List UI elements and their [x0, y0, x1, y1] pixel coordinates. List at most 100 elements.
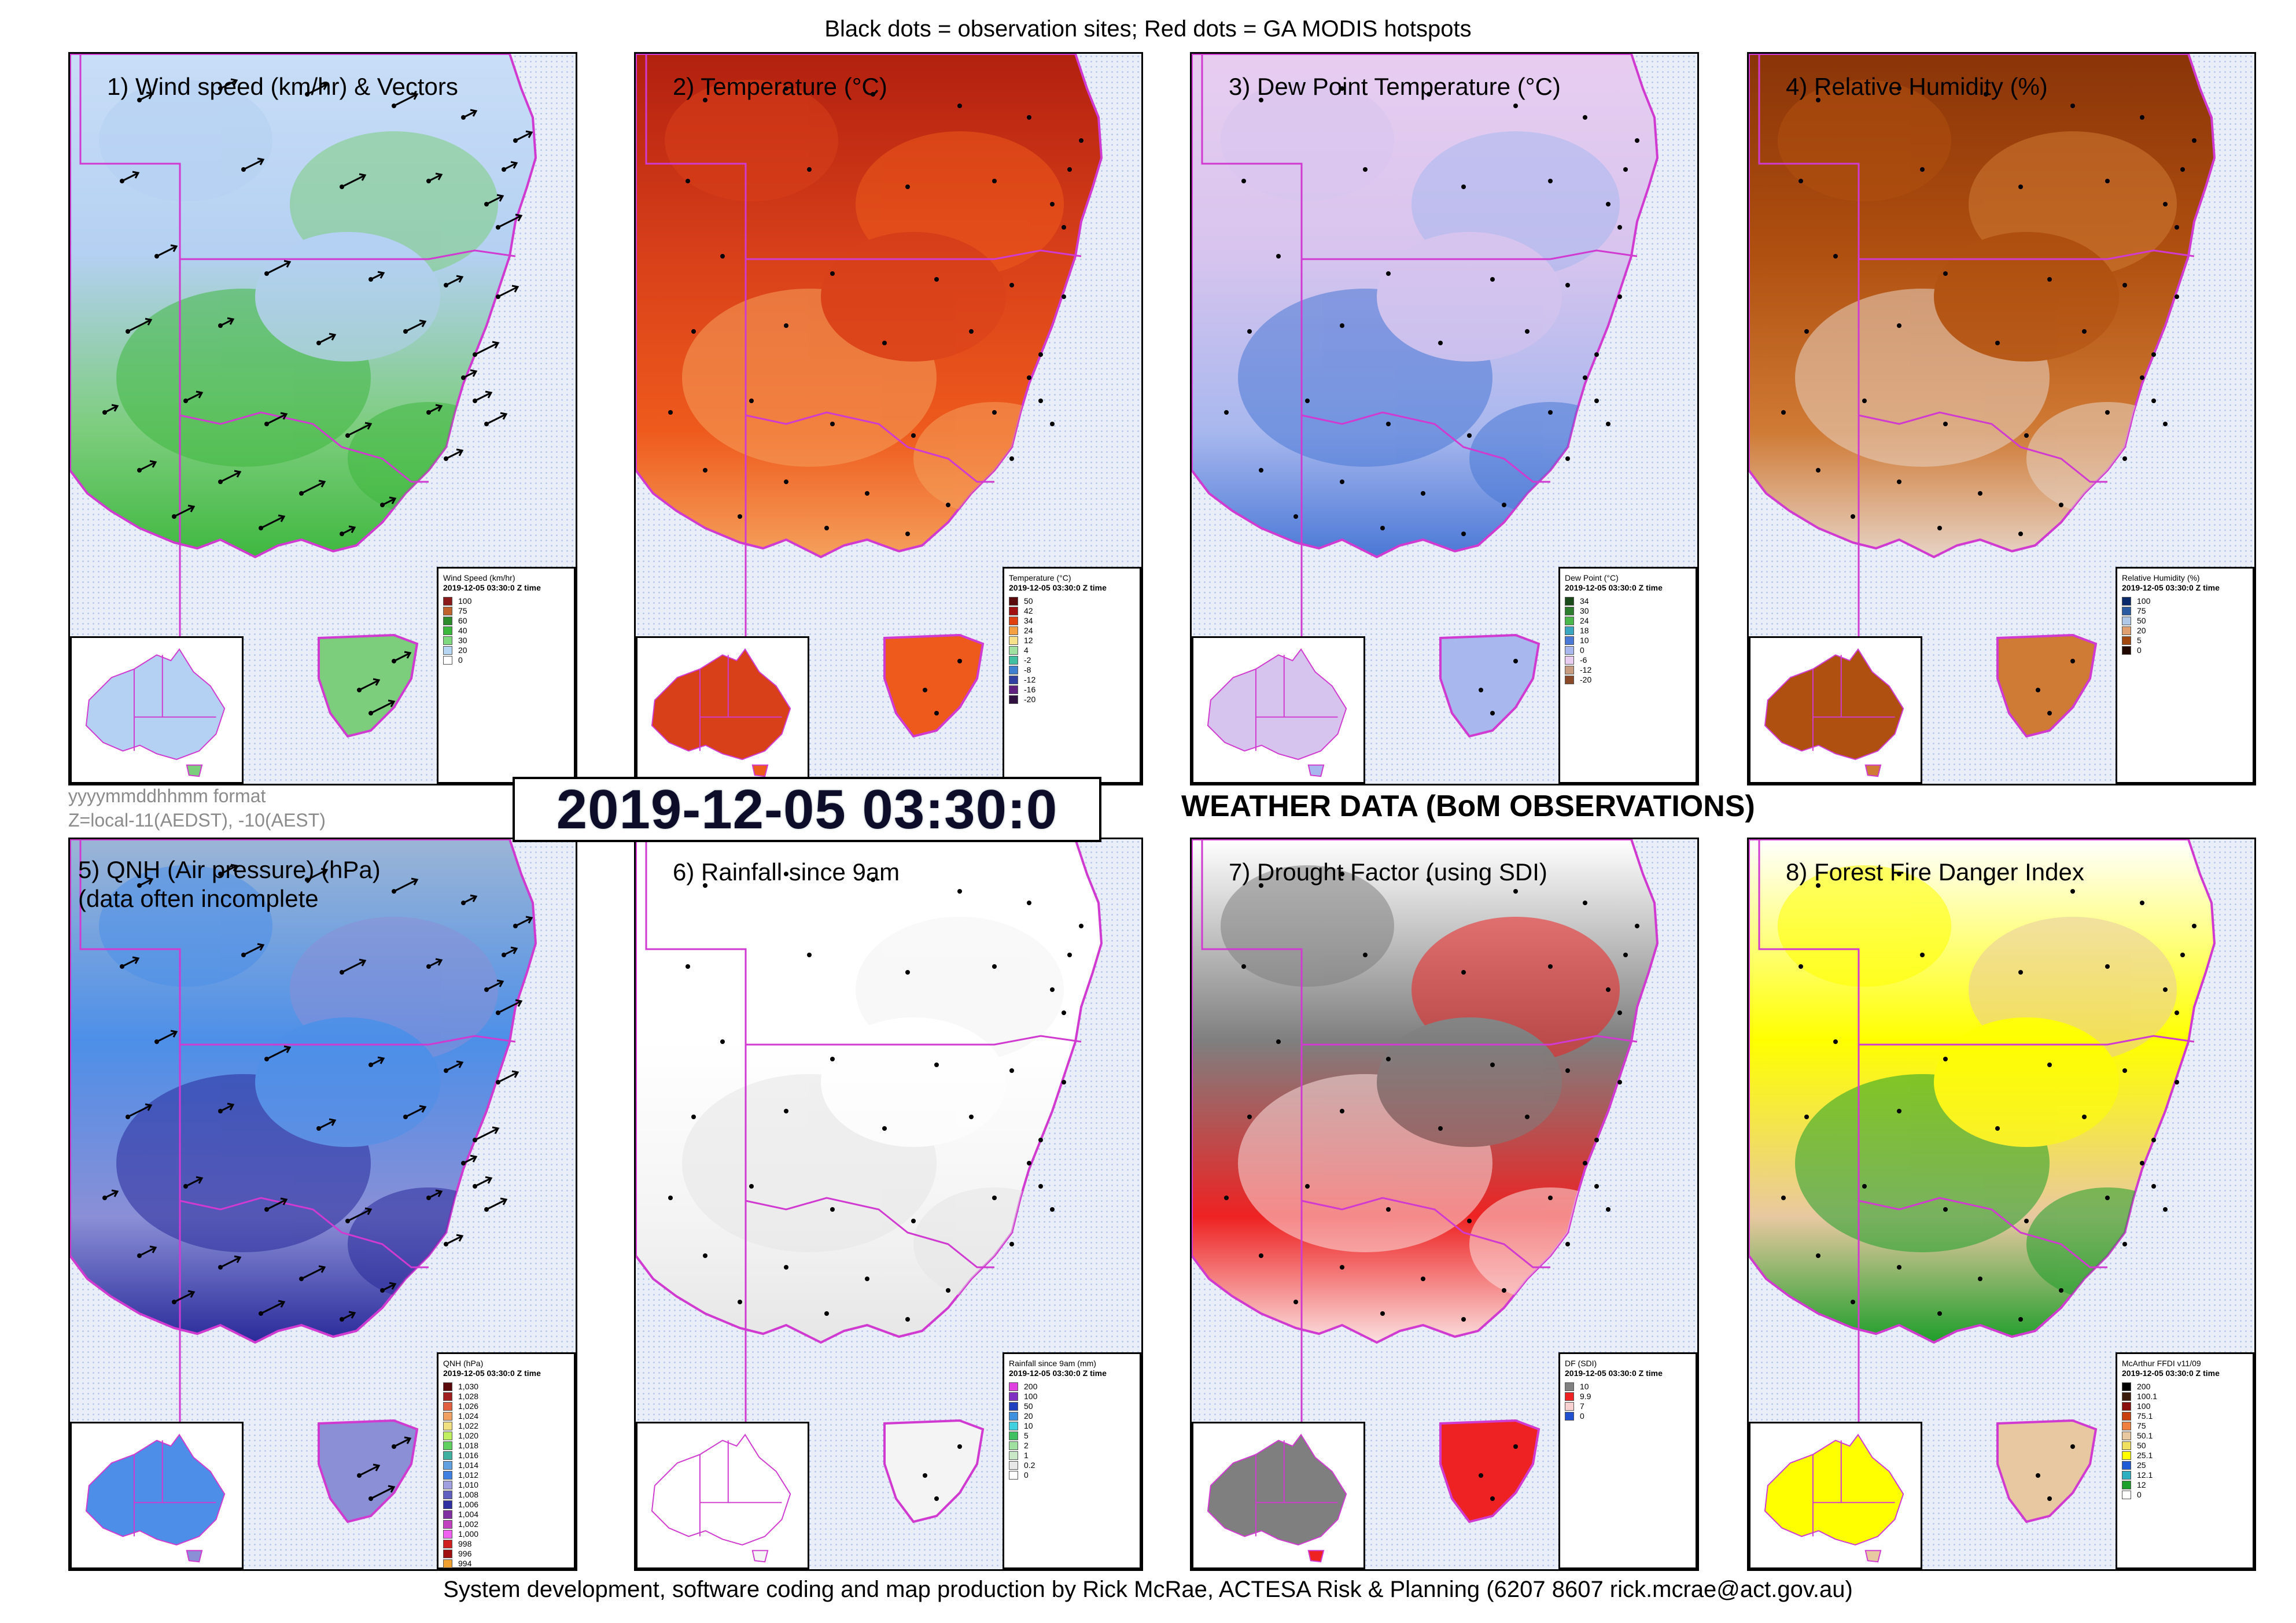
wind-arrow [341, 525, 356, 535]
legend-label: 0 [1580, 1411, 1584, 1421]
legend-swatch [443, 617, 452, 625]
legend-swatch [443, 1412, 452, 1421]
state-borders [79, 54, 516, 784]
wind-arrow [121, 956, 140, 968]
wind-arrow [445, 1060, 464, 1072]
wind-arrow [445, 275, 464, 286]
wind-arrow [463, 1154, 478, 1164]
observation-site [830, 1057, 835, 1061]
observation-site [1525, 329, 1530, 334]
observation-site [2122, 1242, 2127, 1246]
observation-site [1548, 964, 1553, 969]
legend-swatch [2122, 1432, 2131, 1440]
observation-site [1978, 1277, 1982, 1281]
panel-relative-humidity: 4) Relative Humidity (%) Relative Humidit… [1747, 52, 2256, 785]
footer-credit: System development, software coding and … [443, 1577, 1853, 1602]
legend-label: 50 [2137, 616, 2146, 625]
panel-ffdi: 8) Forest Fire Danger Index McArthur FFDI… [1747, 838, 2256, 1571]
observation-site [1247, 1115, 1252, 1119]
observation-site [1050, 202, 1055, 206]
wind-arrow [497, 213, 523, 228]
legend-title: Temperature (°C) [1009, 573, 1071, 582]
legend-label: 1,028 [458, 1392, 479, 1401]
observation-sites [668, 872, 1083, 1501]
legend-label: 18 [1580, 626, 1589, 635]
legend-swatch [1009, 666, 1018, 674]
state-borders [1201, 839, 1638, 1569]
observation-site [668, 1196, 673, 1200]
wind-arrow [139, 91, 154, 101]
legend-entry: 12.1 [2122, 1470, 2248, 1480]
observation-site [2122, 283, 2127, 287]
legend-swatch [1565, 617, 1574, 625]
observation-site [1062, 294, 1066, 299]
legend-swatch [2122, 646, 2131, 655]
legend-entry: 40 [443, 626, 569, 636]
legend-title: QNH (hPa) [443, 1359, 484, 1368]
wind-arrow [445, 1234, 464, 1245]
legend-swatch [2122, 1412, 2131, 1421]
observation-site [1937, 1311, 1942, 1316]
wind-arrow [486, 1197, 508, 1211]
legend-label: 4 [1024, 645, 1029, 655]
observation-site [784, 872, 788, 876]
legend-box: DF (SDI) 2019-12-05 03:30:0 Z time 10 9.9 7 0 [1558, 1352, 1697, 1569]
observation-site [1565, 283, 1570, 287]
legend-entry: 0 [443, 655, 569, 665]
wind-arrow [370, 699, 396, 714]
observation-site [784, 1109, 788, 1113]
observation-site [934, 277, 939, 282]
observation-site [1224, 1196, 1229, 1200]
wind-arrow [428, 958, 443, 968]
legend-label: 7 [1580, 1401, 1584, 1411]
observation-site [957, 659, 962, 663]
observation-site [1062, 1080, 1066, 1085]
observation-site [1386, 422, 1391, 426]
inset-australia-map [1749, 1422, 1922, 1569]
observation-site [1259, 1253, 1263, 1258]
legend-box: Wind Speed (km/hr) 2019-12-05 03:30:0 Z t… [437, 567, 576, 784]
panel-qnh: 5) QNH (Air pressure) (hPa) (data often … [68, 838, 577, 1571]
observation-site [1920, 167, 1925, 172]
observation-site [2163, 202, 2168, 206]
legend-swatch [2122, 626, 2131, 635]
observation-site [1340, 872, 1344, 876]
observation-site [1490, 277, 1495, 282]
observation-site [2036, 688, 2040, 692]
observation-site [1548, 410, 1553, 415]
observation-site [1635, 138, 1639, 143]
legend-entry: 50 [1009, 1401, 1135, 1411]
observation-site [905, 1317, 910, 1322]
panel-title: 6) Rainfall since 9am [673, 858, 900, 886]
legend-entry: 75 [2122, 1421, 2248, 1431]
legend-entry: 1,018 [443, 1441, 569, 1451]
observation-site [1606, 202, 1610, 206]
observation-site [1565, 1068, 1570, 1073]
wind-arrow [393, 92, 419, 107]
legend-label: 12 [2137, 1480, 2146, 1489]
legend-swatch [2122, 597, 2131, 606]
observation-site [1276, 254, 1281, 259]
wind-arrow [359, 678, 381, 691]
observation-site [1009, 1068, 1014, 1073]
observation-site [1038, 1184, 1043, 1189]
observation-site [969, 329, 974, 334]
australia-outline [651, 648, 791, 760]
legend-swatch [443, 1530, 452, 1539]
legend-label: 9.9 [1580, 1392, 1591, 1401]
wind-arrow [370, 271, 385, 281]
legend-entry: 18 [1565, 626, 1691, 636]
wind-arrow [474, 390, 493, 402]
observation-site [2070, 104, 2075, 108]
legend-swatch [443, 1392, 452, 1401]
observation-site [1363, 167, 1368, 172]
observation-site [1050, 987, 1055, 992]
panel-title: 3) Dew Point Temperature (°C) [1229, 73, 1561, 100]
legend-entry: 30 [443, 636, 569, 645]
observation-site [2175, 1080, 2179, 1085]
inset-state-borders [1812, 1440, 1895, 1537]
observation-site [1027, 115, 1031, 120]
legend-label: 5 [2137, 636, 2142, 645]
observation-site [1340, 86, 1344, 91]
observation-site [1583, 375, 1587, 380]
